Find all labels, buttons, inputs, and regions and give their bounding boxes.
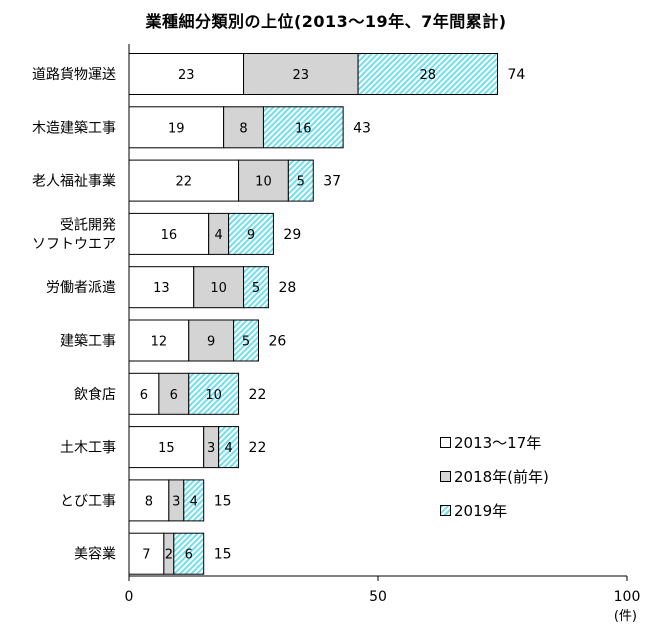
bar-segment xyxy=(158,372,190,415)
legend-swatch-2013-17 xyxy=(440,436,451,448)
bar-segment xyxy=(238,159,289,202)
category-label: 美容業 xyxy=(74,546,116,563)
bar-segment xyxy=(128,532,165,575)
data-label: 2 xyxy=(165,548,173,563)
data-label: 8 xyxy=(145,494,153,509)
x-tick-label: 50 xyxy=(369,589,387,605)
total-label: 22 xyxy=(249,387,267,403)
data-label: 10 xyxy=(210,281,227,296)
legend-swatch-2019 xyxy=(440,504,451,516)
bar-segment xyxy=(128,212,210,255)
total-label: 37 xyxy=(323,174,341,190)
category-label: 老人福祉事業 xyxy=(32,174,116,190)
bar-segment xyxy=(128,479,170,522)
data-label: 5 xyxy=(297,175,305,190)
bar-segment xyxy=(128,159,240,202)
data-label: 23 xyxy=(293,68,310,83)
data-label: 15 xyxy=(158,441,175,456)
category-label: 木造建築工事 xyxy=(32,120,116,136)
data-label: 4 xyxy=(214,228,222,243)
bar-segment xyxy=(233,319,259,362)
bar-segment xyxy=(188,319,235,362)
bar-segment xyxy=(262,106,344,149)
bar-segment xyxy=(228,212,274,255)
data-label: 3 xyxy=(172,494,180,509)
bar-segment xyxy=(173,532,205,575)
total-label: 43 xyxy=(353,120,371,136)
bar-segment xyxy=(128,266,195,309)
total-label: 29 xyxy=(283,227,301,243)
legend-label-2018: 2018年(前年) xyxy=(454,467,549,486)
data-label: 19 xyxy=(168,121,185,136)
category-label: 土木工事 xyxy=(60,440,116,456)
data-label: 12 xyxy=(151,335,168,350)
data-label: 16 xyxy=(295,121,312,136)
legend-swatch-2018 xyxy=(440,470,451,482)
data-label: 4 xyxy=(190,494,198,509)
total-label: 15 xyxy=(214,493,232,509)
legend-label-2013-17: 2013～17年 xyxy=(454,433,542,452)
data-label: 7 xyxy=(142,548,150,563)
bar-segment xyxy=(357,53,499,95)
legend-item-2019: 2019年 xyxy=(440,493,549,527)
data-label: 5 xyxy=(242,335,250,350)
category-label: とび工事 xyxy=(60,493,116,509)
data-label: 16 xyxy=(161,228,178,243)
data-label: 6 xyxy=(170,388,178,403)
data-label: 4 xyxy=(224,441,232,456)
total-label: 22 xyxy=(249,440,267,456)
data-label: 3 xyxy=(207,441,215,456)
legend-item-2013-17: 2013～17年 xyxy=(440,425,549,459)
category-label: 道路貨物運送 xyxy=(32,66,116,83)
legend: 2013～17年 2018年(前年) 2019年 xyxy=(440,425,549,527)
data-label: 9 xyxy=(207,335,215,350)
data-label: 10 xyxy=(205,388,222,403)
data-label: 10 xyxy=(255,175,272,190)
data-label: 8 xyxy=(239,121,247,136)
bar-segment xyxy=(287,159,314,202)
x-tick-label: 100 xyxy=(614,589,641,605)
data-label: 6 xyxy=(185,548,193,563)
legend-label-2019: 2019年 xyxy=(454,501,508,520)
bar-segment xyxy=(243,266,269,309)
total-label: 28 xyxy=(278,280,296,296)
bar-segment xyxy=(128,372,160,415)
x-tick-label: 0 xyxy=(125,589,134,605)
total-label: 74 xyxy=(508,67,526,83)
data-label: 23 xyxy=(178,68,195,83)
data-label: 22 xyxy=(176,175,193,190)
x-unit-label: (件) xyxy=(614,609,637,624)
total-label: 26 xyxy=(268,334,286,350)
bar-segment xyxy=(243,53,359,95)
bar-segment xyxy=(218,426,240,469)
category-label: 受託開発ソフトウエア xyxy=(32,217,116,252)
bar-segment xyxy=(223,106,264,149)
bar-segment xyxy=(188,372,240,415)
category-label: 飲食店 xyxy=(74,386,116,403)
chart-title: 業種細分類別の上位(2013～19年、7年間累計) xyxy=(145,12,507,31)
data-label: 5 xyxy=(252,281,260,296)
data-label: 28 xyxy=(420,68,437,83)
bar-segment xyxy=(183,479,205,522)
data-label: 9 xyxy=(247,228,255,243)
total-label: 15 xyxy=(214,547,232,563)
category-label: 労働者派遣 xyxy=(46,280,116,296)
legend-item-2018: 2018年(前年) xyxy=(440,459,549,493)
data-label: 6 xyxy=(140,388,148,403)
data-label: 13 xyxy=(153,281,170,296)
category-label: 建築工事 xyxy=(60,334,116,350)
